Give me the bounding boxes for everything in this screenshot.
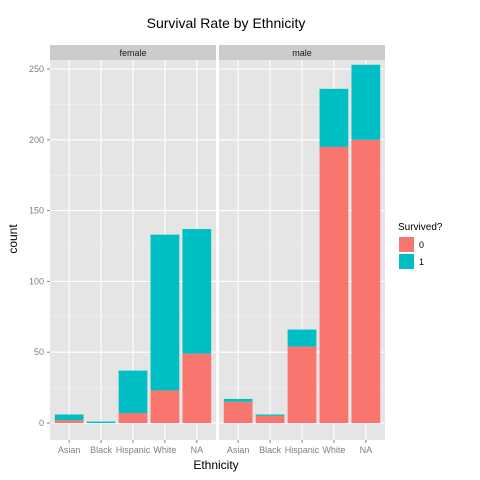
facet-strip-label: male xyxy=(292,48,312,58)
x-tick-label: Black xyxy=(90,445,113,455)
y-tick-label: 100 xyxy=(29,276,44,286)
x-tick-label: White xyxy=(322,445,345,455)
bar-male-White-0 xyxy=(319,146,349,423)
bar-male-Black-1 xyxy=(255,414,285,416)
chart-title: Survival Rate by Ethnicity xyxy=(147,15,306,31)
legend: Survived? 0 1 xyxy=(398,222,443,270)
x-tick-label: NA xyxy=(360,445,373,455)
y-tick-label: 200 xyxy=(29,135,44,145)
x-axis-title: Ethnicity xyxy=(193,458,238,472)
bar-female-NA-0 xyxy=(182,353,212,423)
bar-female-Asian-0 xyxy=(54,420,84,423)
facet-strip-male xyxy=(219,45,385,60)
bar-male-Hispanic-1 xyxy=(287,329,317,347)
bar-male-Asian-0 xyxy=(223,401,253,423)
legend-label: 1 xyxy=(419,257,424,267)
x-tick-label: NA xyxy=(191,445,204,455)
y-axis: 0 50 100 150 200 250 xyxy=(29,64,50,428)
y-tick-label: 250 xyxy=(29,64,44,74)
y-tick-label: 50 xyxy=(34,347,44,357)
bar-male-Hispanic-0 xyxy=(287,346,317,423)
x-tick-label: Hispanic xyxy=(116,445,151,455)
bar-male-NA-0 xyxy=(351,139,381,424)
x-tick-label: Hispanic xyxy=(285,445,320,455)
x-tick-label: Asian xyxy=(58,445,81,455)
facet-panel-female: female Asian Black Hispanic White NA xyxy=(50,45,216,455)
bar-female-Black-1 xyxy=(86,421,116,423)
bar-female-Hispanic-0 xyxy=(118,413,148,423)
x-tick-label: White xyxy=(153,445,176,455)
facet-strip-female xyxy=(50,45,216,60)
bar-male-White-1 xyxy=(319,88,349,147)
bar-female-Asian-1 xyxy=(54,414,84,421)
bar-female-White-1 xyxy=(150,234,180,391)
x-tick-label: Asian xyxy=(227,445,250,455)
y-tick-label: 150 xyxy=(29,206,44,216)
legend-label: 0 xyxy=(419,240,424,250)
bar-female-Hispanic-1 xyxy=(118,370,148,414)
y-axis-title: count xyxy=(6,224,20,254)
legend-swatch-0 xyxy=(398,236,415,253)
facet-strip-label: female xyxy=(119,48,146,58)
facet-panel-male: male Asian Black Hispanic White NA xyxy=(219,45,385,455)
bar-female-NA-1 xyxy=(182,229,212,354)
y-tick-label: 0 xyxy=(39,418,44,428)
legend-title: Survived? xyxy=(398,222,443,233)
x-tick-label: Black xyxy=(259,445,282,455)
bar-male-Asian-1 xyxy=(223,398,253,402)
bar-female-White-0 xyxy=(150,390,180,423)
bar-male-NA-1 xyxy=(351,64,381,140)
bar-male-Black-0 xyxy=(255,415,285,423)
legend-swatch-1 xyxy=(398,253,415,270)
